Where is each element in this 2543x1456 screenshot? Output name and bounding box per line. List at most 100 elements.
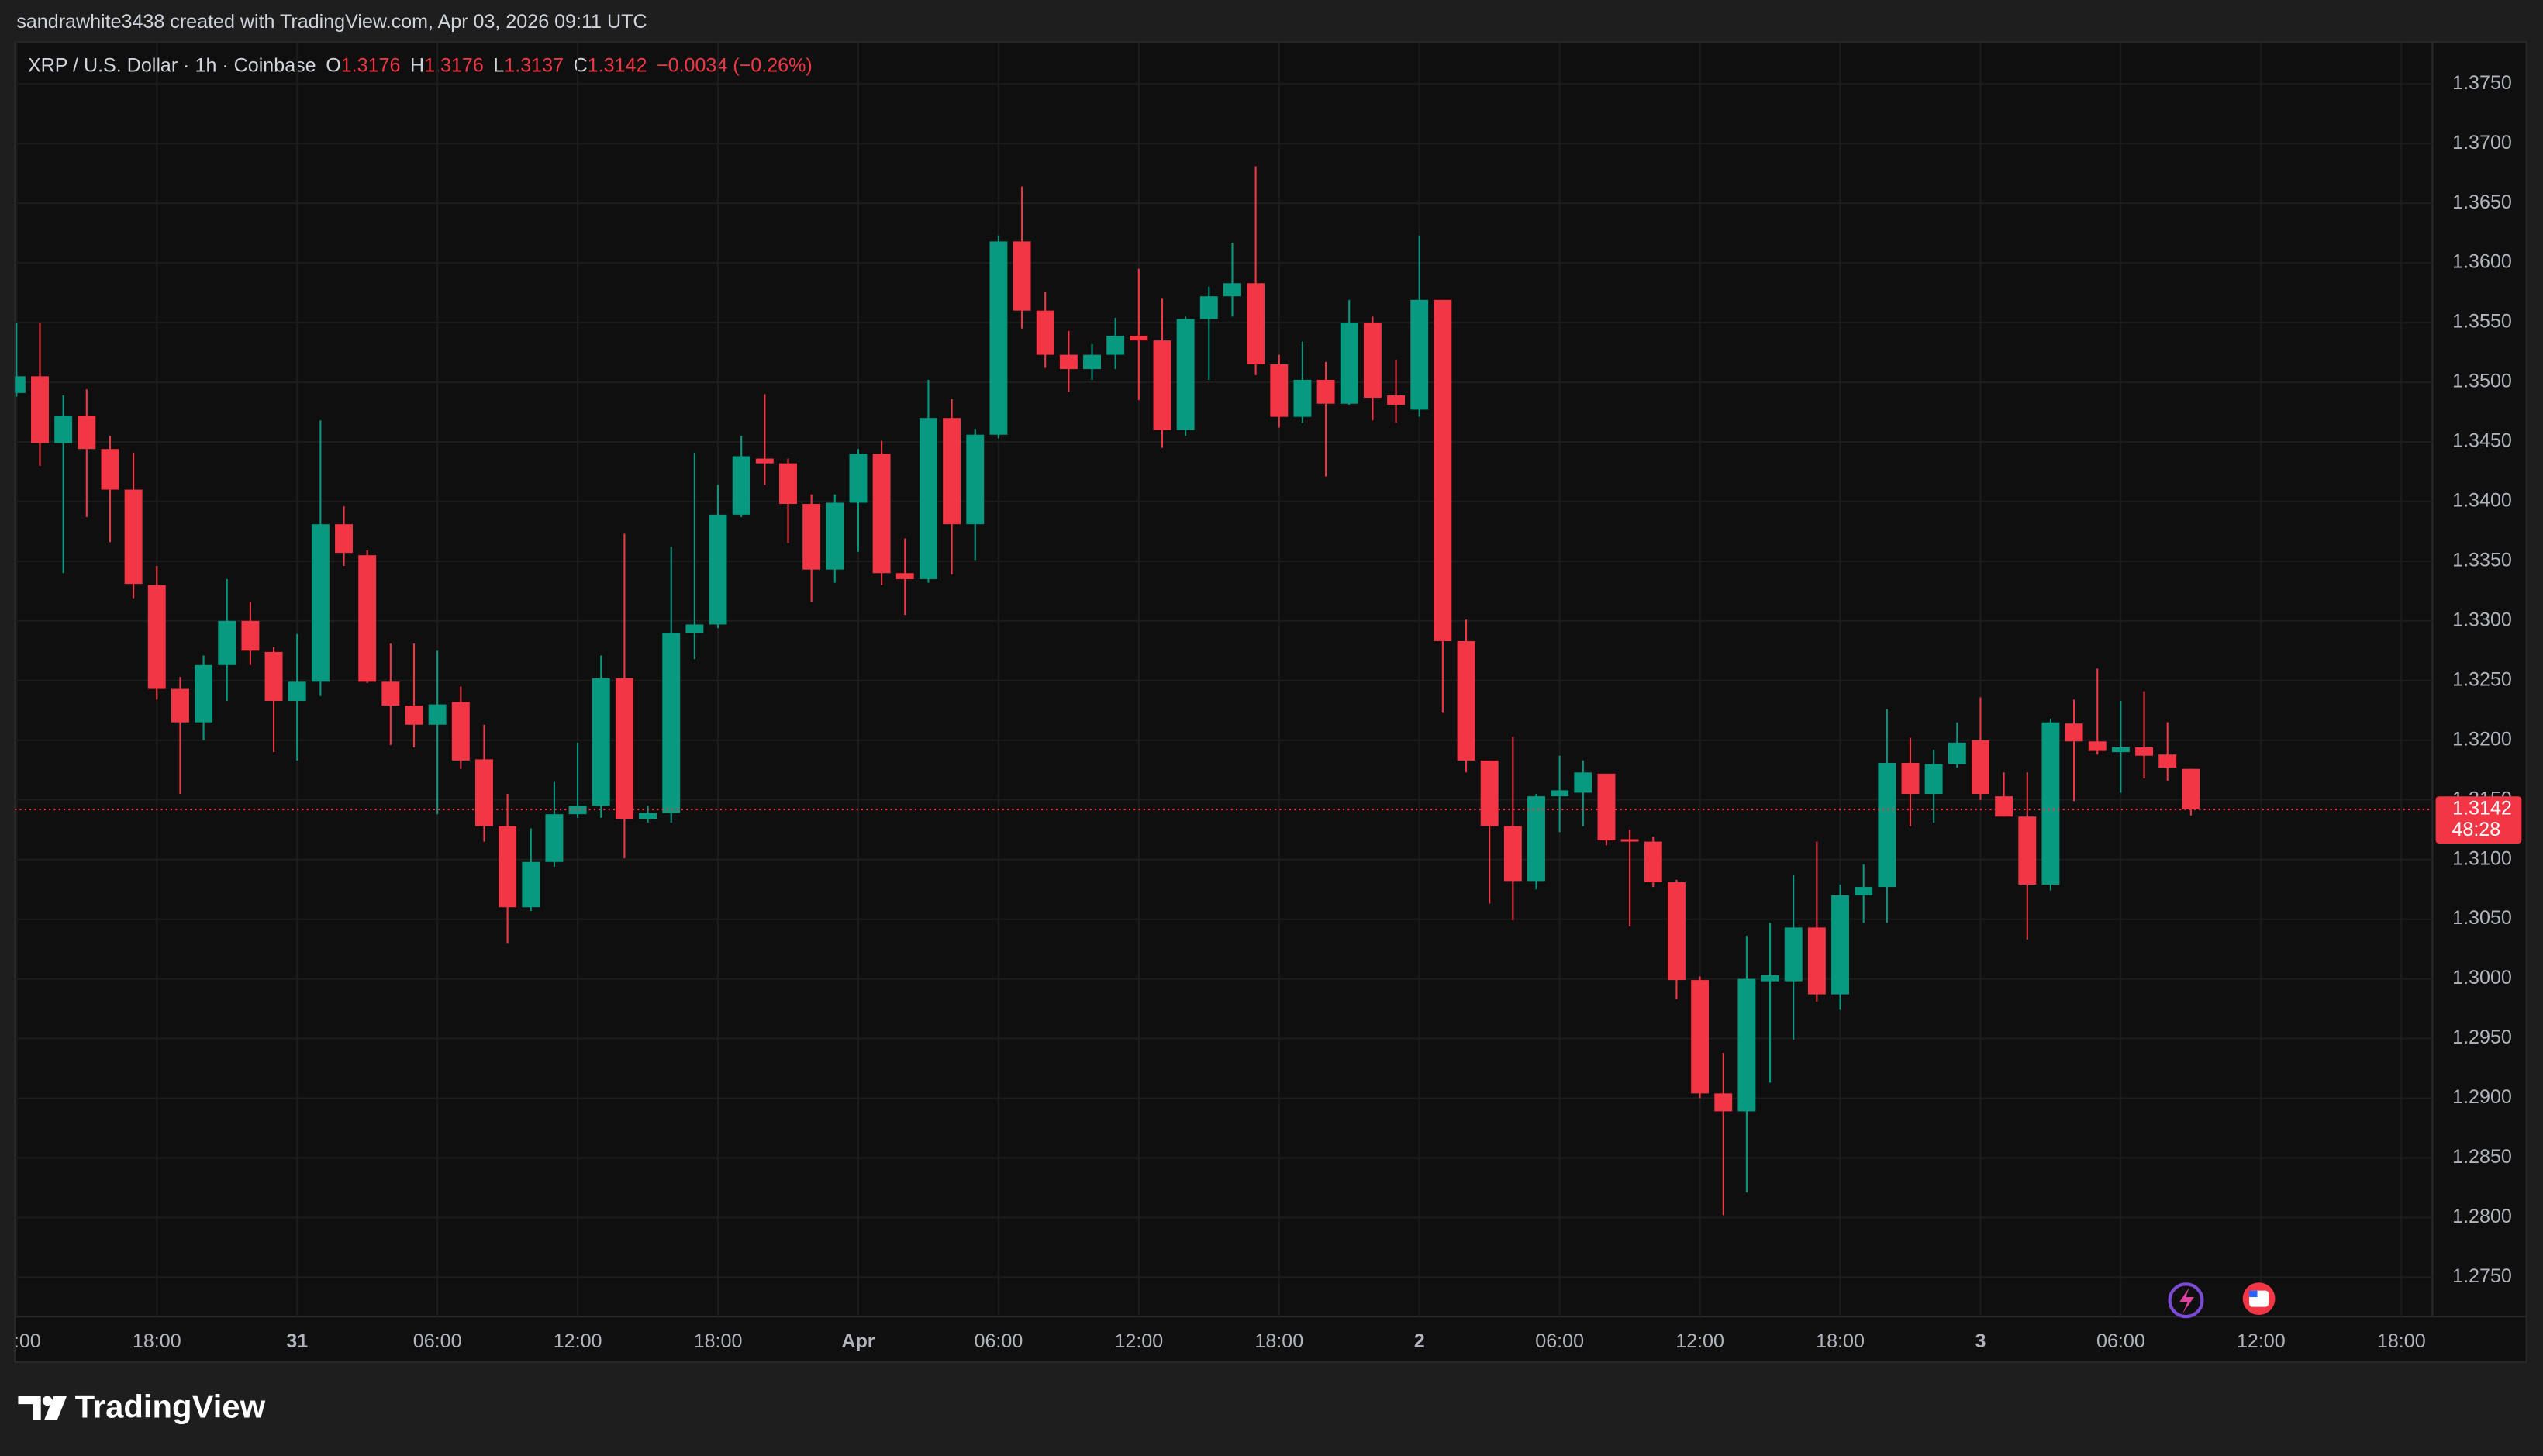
y-tick-label: 1.3350: [2452, 550, 2512, 571]
candle-body: [826, 502, 844, 570]
open-label: O: [326, 54, 341, 76]
candle-body: [1878, 762, 1896, 888]
candle-body: [1199, 296, 1218, 319]
logo-mark: [18, 1396, 41, 1420]
candle-body: [1130, 335, 1148, 341]
candle-body: [31, 376, 49, 443]
candle-body: [1363, 323, 1382, 399]
y-tick-label: 1.3400: [2452, 490, 2512, 512]
close-value: 1.3142: [588, 54, 647, 76]
y-tick-label: 1.3300: [2452, 609, 2512, 630]
candle-body: [2111, 747, 2130, 753]
candle-body: [1901, 762, 1920, 795]
candle-body: [451, 702, 470, 761]
open-value: 1.3176: [341, 54, 401, 76]
candle-body: [218, 620, 236, 665]
y-tick-label: 1.3000: [2452, 967, 2512, 988]
change: −0.0034 (−0.26%): [657, 54, 813, 76]
candle-body: [2041, 722, 2060, 885]
candle-body: [1176, 319, 1195, 430]
candle-body: [615, 678, 633, 819]
candle-body: [2088, 741, 2107, 751]
candle-body: [639, 813, 657, 819]
candle-body: [1855, 887, 1873, 895]
candle-body: [1948, 742, 1966, 764]
symbol: XRP / U.S. Dollar · 1h · Coinbase: [28, 54, 316, 76]
candle-body: [381, 681, 400, 706]
candle-body: [1340, 323, 1358, 404]
candle-body: [522, 861, 540, 908]
candle-body: [1457, 641, 1475, 761]
candle-body: [1972, 740, 1989, 795]
logo-dot: [42, 1396, 53, 1406]
candle-body: [755, 458, 774, 464]
candle-body: [849, 454, 868, 503]
x-tick-label: 18:00: [1254, 1330, 1303, 1352]
x-tick-label: 31: [286, 1330, 308, 1352]
ai-icon-bolt: [2179, 1287, 2194, 1313]
candle-body: [709, 514, 727, 625]
x-tick-label: 12:00: [2237, 1330, 2286, 1352]
legend: XRP / U.S. Dollar · 1h · Coinbase O1.3176…: [28, 54, 813, 76]
x-tick-label: 18:00: [694, 1330, 743, 1352]
candle-body: [1480, 760, 1499, 826]
x-tick-label: 2: [1414, 1330, 1425, 1352]
candle-body: [1620, 839, 1639, 842]
candle-body: [1691, 980, 1710, 1094]
x-tick-label: 12:00: [1114, 1330, 1163, 1352]
close-label: C: [574, 54, 588, 76]
candle-body: [1083, 354, 1101, 370]
x-tick-label: 18:00: [133, 1330, 181, 1352]
candle-body: [685, 624, 704, 633]
candle-body: [943, 418, 961, 525]
y-tick-label: 1.2950: [2452, 1026, 2512, 1048]
y-tick-label: 1.3750: [2452, 72, 2512, 94]
candle-body: [989, 241, 1008, 435]
candle-body: [1574, 772, 1592, 793]
candle-body: [124, 489, 143, 585]
credit: sandrawhite3438 created with TradingView…: [16, 11, 647, 33]
candle-body: [1013, 241, 1031, 311]
y-tick-label: 1.2800: [2452, 1206, 2512, 1227]
candle-body: [405, 706, 423, 725]
candle-body: [428, 704, 447, 725]
time-axis: 12:00 18:00 31 06:00 12:00 18:00 Apr 06:00 12:00…: [0, 1330, 2425, 1352]
x-tick-label: 06:00: [975, 1330, 1023, 1352]
y-tick-label: 1.3500: [2452, 371, 2512, 392]
candle-body: [171, 688, 189, 723]
candle-body: [1503, 826, 1522, 882]
candle-body: [1644, 841, 1662, 882]
candle-body: [1059, 354, 1078, 370]
candle-body: [288, 681, 306, 701]
flag-icon-canton: [2249, 1290, 2258, 1298]
y-tick-label: 1.2900: [2452, 1086, 2512, 1108]
high-value: 1.3176: [424, 54, 484, 76]
price-tag-value: 1.3142: [2452, 798, 2512, 819]
candle-body: [1527, 796, 1545, 882]
candle-body: [499, 826, 517, 908]
price-tag-box: [2435, 796, 2522, 844]
x-tick-label: 12:00: [1675, 1330, 1724, 1352]
candle-body: [1247, 283, 1265, 364]
candle-body: [1995, 796, 2013, 817]
candle-body: [1410, 299, 1429, 410]
x-tick-label: 12:00: [554, 1330, 602, 1352]
candle-body: [1270, 364, 1289, 417]
candle-body: [1387, 395, 1406, 405]
x-tick-label: 06:00: [2096, 1330, 2145, 1352]
candle-body: [568, 806, 587, 815]
y-tick-label: 1.2750: [2452, 1265, 2512, 1287]
candle-body: [1223, 283, 1241, 297]
ai-icon[interactable]: [2168, 1282, 2204, 1319]
candle-body: [1924, 764, 1943, 795]
candle-body: [1784, 927, 1803, 982]
candles: [15, 166, 2433, 1216]
price-tag-countdown: 48:28: [2452, 819, 2500, 840]
x-tick-label: 12:00: [0, 1330, 41, 1352]
candle-body: [1597, 773, 1616, 841]
candle-body: [1667, 882, 1686, 981]
candle-body: [54, 416, 73, 443]
candle-body: [335, 524, 353, 554]
